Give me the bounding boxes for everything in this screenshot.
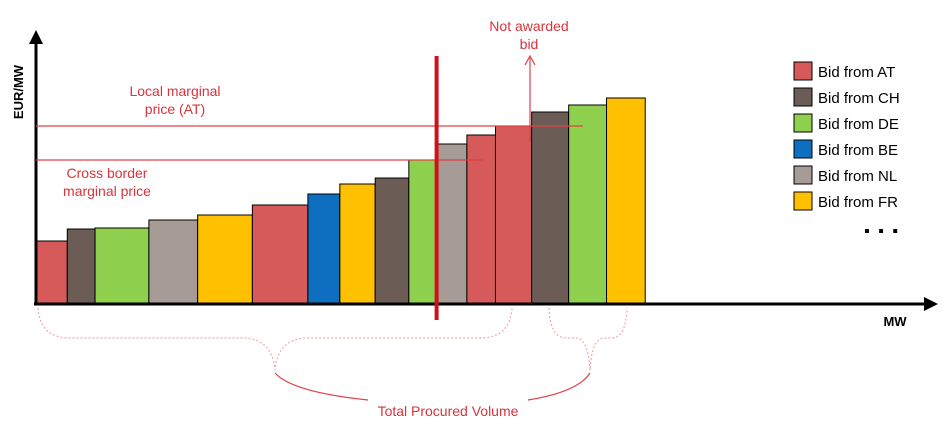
legend-label-nl: Bid from NL bbox=[818, 168, 897, 185]
procured-volume-brace-1 bbox=[37, 307, 513, 371]
bid-bar-11-nl bbox=[436, 143, 468, 305]
local-price-label-1: Local marginal bbox=[129, 83, 220, 99]
bid-bar-14-ch bbox=[531, 111, 570, 305]
legend-swatch-at bbox=[793, 61, 813, 81]
y-axis-label: EUR/MW bbox=[11, 64, 26, 119]
bid-bar-6-at bbox=[251, 204, 309, 305]
legend-swatch-de bbox=[793, 113, 813, 133]
local-price-label-2: price (AT) bbox=[145, 101, 205, 117]
bid-bar-4-nl bbox=[148, 219, 199, 305]
bid-bar-3-de bbox=[94, 227, 150, 305]
total-procured-volume-label: Total Procured Volume bbox=[378, 403, 519, 419]
legend-label-at: Bid from AT bbox=[818, 64, 895, 81]
not-awarded-label-1: Not awarded bbox=[489, 18, 568, 34]
cross-price-label-1: Cross border bbox=[67, 165, 148, 181]
bid-bar-16-fr bbox=[606, 97, 646, 305]
bid-bar-9-ch bbox=[374, 177, 410, 305]
bid-bar-13-at bbox=[494, 125, 533, 305]
not-awarded-label-2: bid bbox=[520, 36, 539, 52]
legend-label-ch: Bid from CH bbox=[818, 90, 900, 107]
legend-label-fr: Bid from FR bbox=[818, 194, 898, 211]
bid-bar-2-ch bbox=[66, 228, 96, 305]
legend-swatch-fr bbox=[793, 191, 813, 211]
legend-more-indicator: ▪ ▪ ▪ bbox=[864, 223, 900, 240]
bid-bar-10-de bbox=[408, 159, 438, 305]
legend-swatch-nl bbox=[793, 165, 813, 185]
bid-bar-7-be bbox=[307, 193, 341, 305]
x-axis-label: MW bbox=[883, 314, 907, 329]
cross-price-label-2: marginal price bbox=[63, 183, 151, 199]
legend-swatch-ch bbox=[793, 87, 813, 107]
brace-connector bbox=[274, 372, 591, 401]
y-axis-arrow-icon bbox=[29, 30, 43, 44]
procured-volume-brace-2 bbox=[548, 307, 628, 371]
bid-bar-1-at bbox=[36, 240, 68, 305]
bid-bar-15-de bbox=[568, 104, 608, 305]
legend-swatch-be bbox=[793, 139, 813, 159]
not-awarded-arrow-head-icon bbox=[524, 54, 536, 66]
x-axis-arrow-icon bbox=[924, 297, 938, 311]
bid-bar-8-fr bbox=[339, 183, 376, 305]
bars-group bbox=[36, 97, 646, 305]
legend: Bid from AT Bid from CH Bid from DE Bid fro… bbox=[793, 61, 900, 211]
bid-bar-12-at bbox=[466, 134, 496, 305]
legend-label-be: Bid from BE bbox=[818, 142, 898, 159]
legend-label-de: Bid from DE bbox=[818, 116, 899, 133]
bid-bar-5-fr bbox=[197, 214, 253, 305]
